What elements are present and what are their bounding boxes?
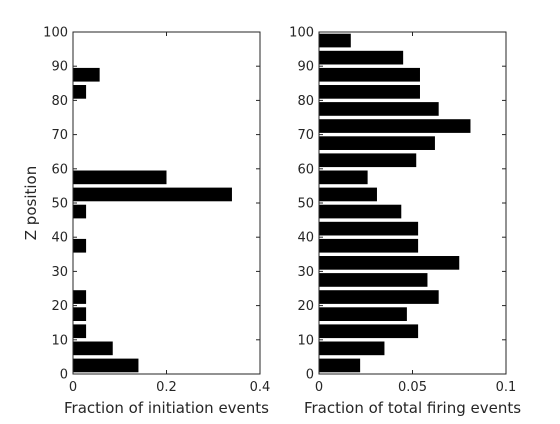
left-bar: [73, 238, 87, 253]
left-bar: [73, 170, 167, 185]
left-bar: [73, 67, 100, 82]
right-panel: 0 10 20 30 40 50 60 70 80 90 100 0 0.05 0.1 Fraction o…: [289, 26, 521, 418]
right-bar: [319, 204, 402, 219]
right-bar: [319, 358, 361, 373]
right-xaxis-label: Fraction of total firing events: [304, 399, 521, 417]
right-bar: [319, 238, 419, 253]
right-ytick-label: 90: [297, 60, 314, 75]
left-ytick-label: 70: [51, 128, 68, 143]
right-xtick-label: 0.1: [496, 380, 517, 395]
left-bar: [73, 290, 87, 304]
right-bar: [319, 170, 368, 185]
right-bar: [319, 102, 439, 116]
left-bar: [73, 85, 87, 99]
right-ytick-label: 0: [306, 368, 314, 383]
left-axes-box: [72, 31, 261, 375]
left-ytick-label: 40: [51, 231, 68, 246]
left-bar: [73, 204, 87, 219]
left-ytick-label: 20: [51, 299, 68, 314]
right-bar: [319, 136, 435, 150]
right-xtick-label: 0.05: [398, 380, 427, 395]
right-bar: [319, 221, 419, 236]
right-bar: [319, 67, 420, 82]
right-ytick-label: 80: [297, 94, 314, 109]
left-bar: [73, 307, 87, 321]
right-bar: [319, 119, 471, 133]
right-bar: [319, 33, 351, 48]
left-bar: [73, 187, 232, 202]
left-bar: [73, 341, 113, 356]
left-ytick-label: 10: [51, 333, 68, 348]
right-ytick-label: 40: [297, 231, 314, 246]
right-bar: [319, 290, 439, 304]
right-bar: [319, 187, 377, 202]
left-xaxis-label: Fraction of initiation events: [64, 399, 269, 417]
left-yaxis-label: Z position: [22, 166, 40, 240]
left-bar: [73, 324, 87, 339]
right-ytick-label: 30: [297, 265, 314, 280]
right-bar: [319, 324, 419, 339]
left-ytick-label: 30: [51, 265, 68, 280]
right-ytick-label: 20: [297, 299, 314, 314]
left-xtick-label: 0: [69, 380, 77, 395]
left-xtick-label: 0.4: [250, 380, 271, 395]
right-bar: [319, 307, 407, 321]
left-bar: [73, 358, 139, 373]
right-bar: [319, 50, 404, 65]
left-ytick-label: 60: [51, 162, 68, 177]
right-ytick-label: 100: [289, 26, 314, 41]
right-ytick-label: 60: [297, 162, 314, 177]
right-xtick-label: 0: [315, 380, 323, 395]
left-ytick-label: 90: [51, 60, 68, 75]
left-xtick-label: 0.2: [156, 380, 177, 395]
left-panel: 0 10 20 30 40 50 60 70 80 90 100 0 0.2 0.4 Fraction of…: [22, 26, 270, 418]
left-ytick-label: 0: [60, 368, 68, 383]
right-bar: [319, 341, 385, 356]
right-ytick-label: 50: [297, 197, 314, 212]
right-bar: [319, 153, 417, 168]
left-ytick-label: 100: [43, 26, 68, 41]
right-ytick-label: 70: [297, 128, 314, 143]
left-ytick-label: 80: [51, 94, 68, 109]
right-bar: [319, 256, 460, 270]
right-bar: [319, 85, 420, 99]
right-bar: [319, 273, 428, 287]
right-axes-box: [318, 31, 507, 375]
right-ytick-label: 10: [297, 333, 314, 348]
left-ytick-label: 50: [51, 197, 68, 212]
